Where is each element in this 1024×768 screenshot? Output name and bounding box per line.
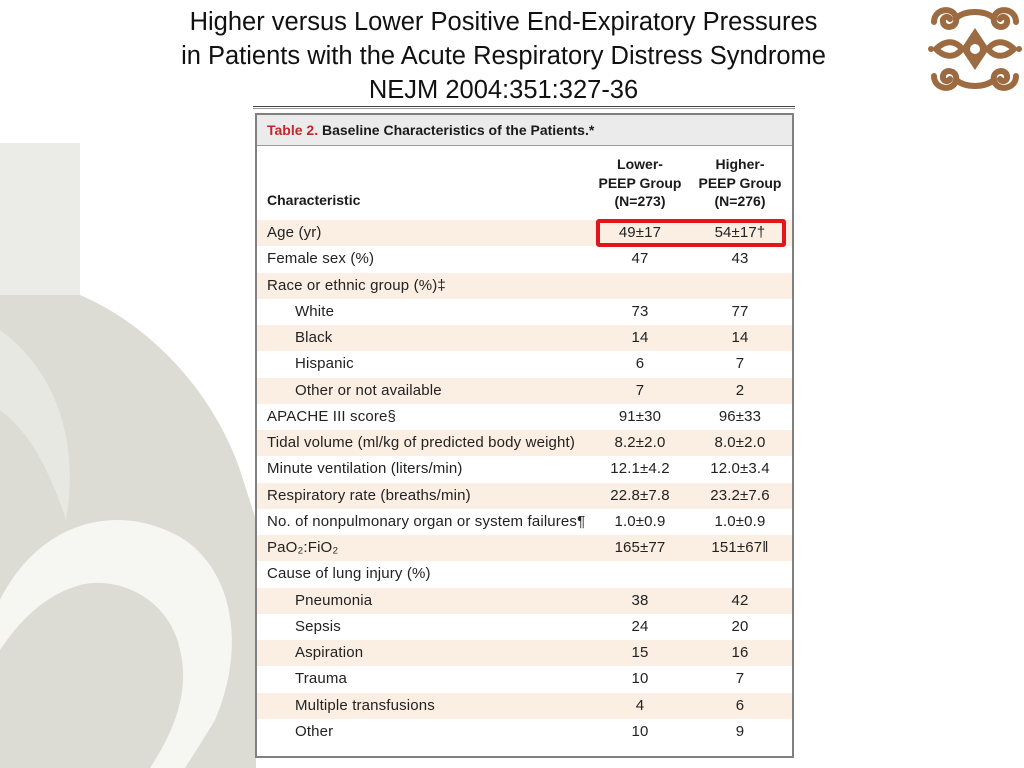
lower-peep-value: 12.1±4.2 — [610, 460, 670, 478]
table-subrow: Black 14 14 — [257, 325, 792, 352]
higher-peep-value: 2 — [735, 381, 745, 399]
higher-peep-value: 7 — [735, 355, 745, 373]
table-row: APACHE III score§ 91±30 96±33 — [257, 404, 792, 430]
table-row: Female sex (%) 47 43 — [257, 246, 792, 272]
lower-peep-value: 22.8±7.8 — [610, 486, 670, 504]
row-label: No. of nonpulmonary organ or system fail… — [267, 512, 586, 530]
row-label: Sepsis — [295, 617, 341, 635]
higher-peep-value: 1.0±0.9 — [714, 512, 766, 530]
lower-peep-value: 10 — [631, 670, 649, 688]
lower-peep-value: 1.0±0.9 — [614, 512, 666, 530]
row-label: Other or not available — [295, 381, 442, 399]
lower-peep-value: 91±30 — [618, 407, 662, 425]
lower-peep-value: 7 — [635, 381, 645, 399]
lower-peep-value: 49±17 — [618, 224, 662, 241]
higher-peep-value: 12.0±3.4 — [710, 460, 770, 478]
higher-peep-value: 20 — [731, 617, 749, 635]
higher-peep-value: 9 — [735, 722, 745, 740]
header-line: PEEP Group — [598, 174, 682, 191]
slide-title: Higher versus Lower Positive End-Expirat… — [0, 5, 1007, 107]
table-subrow: Hispanic 6 7 — [257, 351, 792, 377]
header-line: (N=276) — [714, 193, 766, 209]
row-label: Age (yr) — [267, 224, 322, 241]
row-label: Other — [295, 722, 334, 740]
higher-peep-value: 8.0±2.0 — [714, 434, 766, 451]
row-label: Multiple transfusions — [295, 696, 435, 714]
header-line: Higher- — [715, 156, 765, 172]
table-row: No. of nonpulmonary organ or system fail… — [257, 509, 792, 535]
title-line: Higher versus Lower Positive End-Expirat… — [189, 8, 818, 36]
table-row: Minute ventilation (liters/min) 12.1±4.2… — [257, 456, 792, 482]
higher-peep-value: 14 — [731, 329, 749, 346]
table-section-row: Cause of lung injury (%) — [257, 561, 792, 587]
table-body: Age (yr) 49±17 54±17† Female sex (%) 47 … — [257, 219, 792, 745]
table-top-rule — [253, 106, 795, 109]
table-subrow: Trauma 10 7 — [257, 666, 792, 692]
lower-peep-value: 8.2±2.0 — [614, 434, 666, 451]
lower-peep-value: 4 — [635, 696, 645, 714]
table-row: Age (yr) 49±17 54±17† — [257, 219, 792, 247]
higher-peep-value: 96±33 — [718, 407, 762, 425]
row-label: APACHE III score§ — [267, 407, 396, 425]
lower-peep-value: 47 — [631, 250, 649, 268]
row-label: White — [295, 302, 335, 320]
table-subrow: Other 10 9 — [257, 719, 792, 745]
header-line: (N=273) — [614, 193, 666, 209]
table-subrow: Multiple transfusions 4 6 — [257, 692, 792, 719]
table-row: Tidal volume (ml/kg of predicted body we… — [257, 430, 792, 457]
higher-peep-value: 54±17† — [714, 224, 766, 241]
header-line: Lower- — [617, 156, 663, 172]
title-line: in Patients with the Acute Respiratory D… — [181, 42, 826, 70]
lower-peep-value: 15 — [631, 644, 649, 661]
lower-peep-value: 38 — [631, 591, 649, 609]
table-row: PaO₂:FiO₂ 165±77 151±67‖ — [257, 535, 792, 562]
table-number: Table 2. — [267, 122, 319, 138]
row-label: Trauma — [295, 670, 348, 688]
row-label: Black — [295, 329, 333, 346]
header-line: PEEP Group — [698, 174, 782, 191]
higher-peep-value: 43 — [731, 250, 749, 268]
ornamental-swirl-logo-icon — [928, 7, 1022, 91]
lower-peep-value: 73 — [631, 302, 649, 320]
higher-peep-value: 16 — [731, 644, 749, 661]
table-caption: Table 2. Baseline Characteristics of the… — [257, 115, 792, 146]
table-subrow: Other or not available 7 2 — [257, 377, 792, 404]
higher-peep-value: 23.2±7.6 — [710, 486, 770, 504]
section-label: Cause of lung injury (%) — [267, 565, 431, 583]
table-subrow: Sepsis 24 20 — [257, 614, 792, 640]
column-header-characteristic: Characteristic — [267, 192, 361, 208]
citation-line: NEJM 2004:351:327-36 — [368, 76, 639, 104]
table-caption-text: Baseline Characteristics of the Patients… — [321, 122, 595, 138]
lower-peep-value: 10 — [631, 722, 649, 740]
higher-peep-value: 77 — [731, 302, 749, 320]
table-section-row: Race or ethnic group (%)‡ — [257, 272, 792, 299]
column-header-lower-peep: Lower- PEEP Group (N=273) — [590, 155, 690, 211]
higher-peep-value: 42 — [731, 591, 749, 609]
table-subrow: Aspiration 15 16 — [257, 640, 792, 667]
row-label: Respiratory rate (breaths/min) — [267, 486, 471, 504]
row-label: Minute ventilation (liters/min) — [267, 460, 463, 478]
lower-peep-value: 24 — [631, 617, 649, 635]
row-label: Tidal volume (ml/kg of predicted body we… — [267, 434, 575, 451]
higher-peep-value: 6 — [735, 696, 745, 714]
lower-peep-value: 6 — [635, 355, 645, 373]
row-label: Pneumonia — [295, 591, 373, 609]
table-subrow: White 73 77 — [257, 299, 792, 325]
red-highlight-box — [596, 219, 786, 247]
higher-peep-value: 7 — [735, 670, 745, 688]
lower-peep-value: 14 — [631, 329, 649, 346]
row-label: Aspiration — [295, 644, 364, 661]
lower-peep-value: 165±77 — [614, 539, 666, 556]
baseline-characteristics-table: Table 2. Baseline Characteristics of the… — [255, 113, 794, 758]
row-label: PaO₂:FiO₂ — [267, 539, 339, 556]
row-label: Female sex (%) — [267, 250, 375, 268]
higher-peep-value: 151±67‖ — [711, 539, 769, 556]
background-watermark — [0, 143, 256, 768]
row-label: Hispanic — [295, 355, 354, 373]
table-subrow: Pneumonia 38 42 — [257, 587, 792, 614]
table-row: Respiratory rate (breaths/min) 22.8±7.8 … — [257, 482, 792, 509]
section-label: Race or ethnic group (%)‡ — [267, 276, 446, 294]
column-header-higher-peep: Higher- PEEP Group (N=276) — [690, 155, 790, 211]
